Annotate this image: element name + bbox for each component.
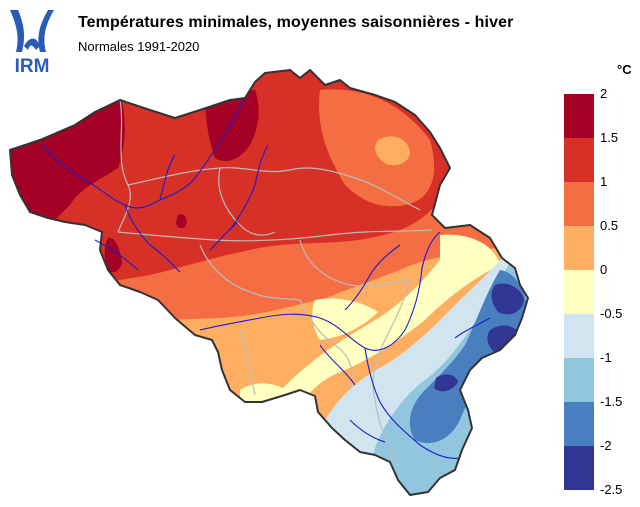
irm-logo: IRM [6,6,58,77]
legend-tick-label: 0 [600,262,608,277]
belgium-temperature-map [9,69,529,496]
legend-tick-label: -2.5 [600,482,623,497]
temperature-zones [10,70,528,495]
legend-color-box [564,226,594,270]
color-legend: 2 1.5 1 0.5 0 -0.5 -1 -1.5 -2 -2.5 [560,87,640,497]
rivers [41,97,491,459]
legend-color-box [564,446,594,490]
legend-unit: °C [617,62,632,77]
legend-color-box [564,94,594,138]
legend-tick-label: 0.5 [600,218,619,233]
legend-color-box [564,402,594,446]
legend-color-box [564,270,594,314]
legend-color-box [564,314,594,358]
legend-tick-label: -1 [600,350,612,365]
legend-tick-label: 1 [600,174,608,189]
legend-tick-label: 2 [600,86,608,101]
belgium-border [9,69,529,496]
legend-tick-label: 1.5 [600,130,619,145]
legend-tick-label: -0.5 [600,306,623,321]
map-subtitle: Normales 1991-2020 [78,39,200,54]
legend-color-box [564,138,594,182]
legend-tick-label: -2 [600,438,612,453]
map-title: Températures minimales, moyennes saisonn… [78,14,514,31]
legend-color-box [564,182,594,226]
province-boundaries [117,99,433,461]
legend-color-box [564,358,594,402]
legend-tick-label: -1.5 [600,394,623,409]
logo-text: IRM [15,56,50,76]
